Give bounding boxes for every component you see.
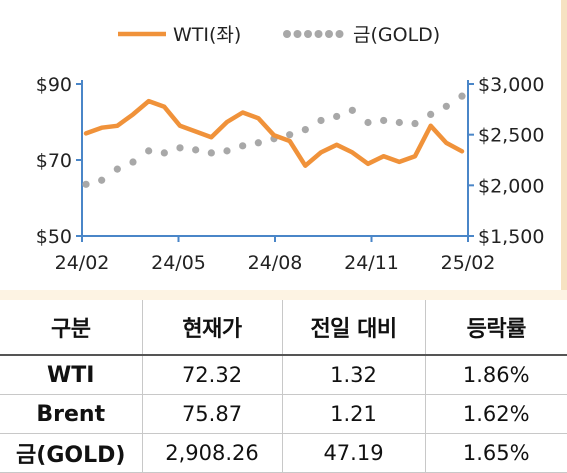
- legend-gold-dot: [293, 30, 302, 38]
- table-row-brent: Brent 75.87 1.21 1.62%: [0, 394, 567, 434]
- gold-data-point: [207, 149, 215, 157]
- x-tick-label: 24/08: [248, 252, 303, 274]
- gold-data-point: [160, 149, 168, 157]
- wti-series-line: [83, 98, 465, 168]
- gold-data-point: [458, 92, 466, 100]
- legend-gold-dot: [314, 30, 323, 38]
- gold-data-point: [286, 131, 294, 139]
- legend-gold-dot: [335, 30, 344, 38]
- chart-panel: $90 $70 $50 $3,000 $2,500 $2,000 $1,500 24/02 24…: [0, 0, 567, 290]
- gold-data-point: [427, 110, 435, 118]
- right-tick-label: $2,000: [478, 175, 544, 197]
- gold-data-point: [333, 112, 341, 121]
- price-table-wrap: 구분 현재가 전일 대비 등락률 WTI 72.32 1.32 1.86% Br…: [0, 300, 567, 473]
- gold-data-point: [145, 147, 153, 155]
- x-tick-label: 24/02: [55, 252, 110, 274]
- right-tick-label: $3,000: [478, 74, 544, 96]
- x-tick-label: 24/05: [151, 252, 206, 274]
- gold-data-point: [442, 102, 450, 110]
- cell-current-price: 2,908.26: [141, 433, 283, 473]
- gold-data-point: [129, 158, 137, 166]
- gold-data-point: [348, 106, 356, 114]
- price-table: 구분 현재가 전일 대비 등락률 WTI 72.32 1.32 1.86% Br…: [0, 300, 567, 473]
- header-change: 전일 대비: [281, 300, 426, 356]
- cell-change-rate: 1.62%: [424, 394, 567, 434]
- cell-change: 1.21: [281, 394, 426, 434]
- gold-data-point: [254, 139, 262, 147]
- gold-data-point: [301, 126, 309, 134]
- left-tick-label: $50: [36, 226, 72, 248]
- cell-change-rate: 1.86%: [424, 355, 567, 395]
- gold-data-point: [113, 165, 121, 173]
- table-header-row: 구분 현재가 전일 대비 등락률: [0, 300, 567, 356]
- gold-data-point: [192, 146, 200, 154]
- gold-data-point: [223, 147, 231, 155]
- table-row-gold: 금(GOLD) 2,908.26 47.19 1.65%: [0, 433, 567, 473]
- gold-data-point: [364, 118, 372, 127]
- cell-change: 1.32: [281, 355, 426, 395]
- cell-current-price: 72.32: [141, 355, 283, 395]
- header-change-rate: 등락률: [424, 300, 567, 356]
- row-label: WTI: [0, 355, 143, 395]
- gold-data-point: [98, 176, 106, 184]
- gold-data-point: [176, 144, 184, 152]
- row-label: Brent: [0, 394, 143, 434]
- legend-gold-label: 금(GOLD): [353, 24, 440, 46]
- gold-data-point: [395, 118, 403, 127]
- gold-data-point: [411, 119, 419, 128]
- header-category: 구분: [0, 300, 143, 356]
- cell-change: 47.19: [281, 433, 426, 473]
- legend-wti-label: WTI(좌): [173, 24, 241, 46]
- right-tick-label: $1,500: [478, 226, 544, 248]
- line-chart: $90 $70 $50 $3,000 $2,500 $2,000 $1,500 24/02 24…: [36, 24, 545, 274]
- cell-current-price: 75.87: [141, 394, 283, 434]
- legend-gold-dot: [304, 30, 312, 38]
- x-tick-label: 24/11: [344, 252, 399, 274]
- x-tick-label: 25/02: [441, 252, 496, 274]
- legend-gold-dot: [325, 30, 333, 38]
- gold-data-point: [380, 116, 388, 125]
- gold-data-point: [239, 142, 247, 150]
- row-label: 금(GOLD): [0, 433, 143, 473]
- legend-gold-dot: [283, 30, 291, 38]
- table-row-wti: WTI 72.32 1.32 1.86%: [0, 355, 567, 395]
- left-tick-label: $70: [36, 150, 72, 172]
- right-tick-label: $2,500: [478, 125, 544, 147]
- gold-data-point: [317, 116, 325, 125]
- cell-change-rate: 1.65%: [424, 433, 567, 473]
- left-tick-label: $90: [36, 74, 72, 96]
- gold-data-point: [82, 180, 90, 188]
- header-current-price: 현재가: [141, 300, 283, 356]
